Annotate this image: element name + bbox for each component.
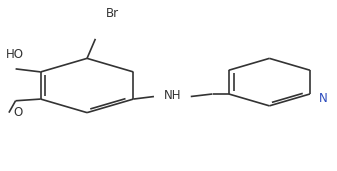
Text: NH: NH [163,89,181,102]
Text: HO: HO [5,48,24,61]
Text: Br: Br [105,7,119,20]
Text: O: O [13,106,23,119]
Text: N: N [318,92,327,105]
